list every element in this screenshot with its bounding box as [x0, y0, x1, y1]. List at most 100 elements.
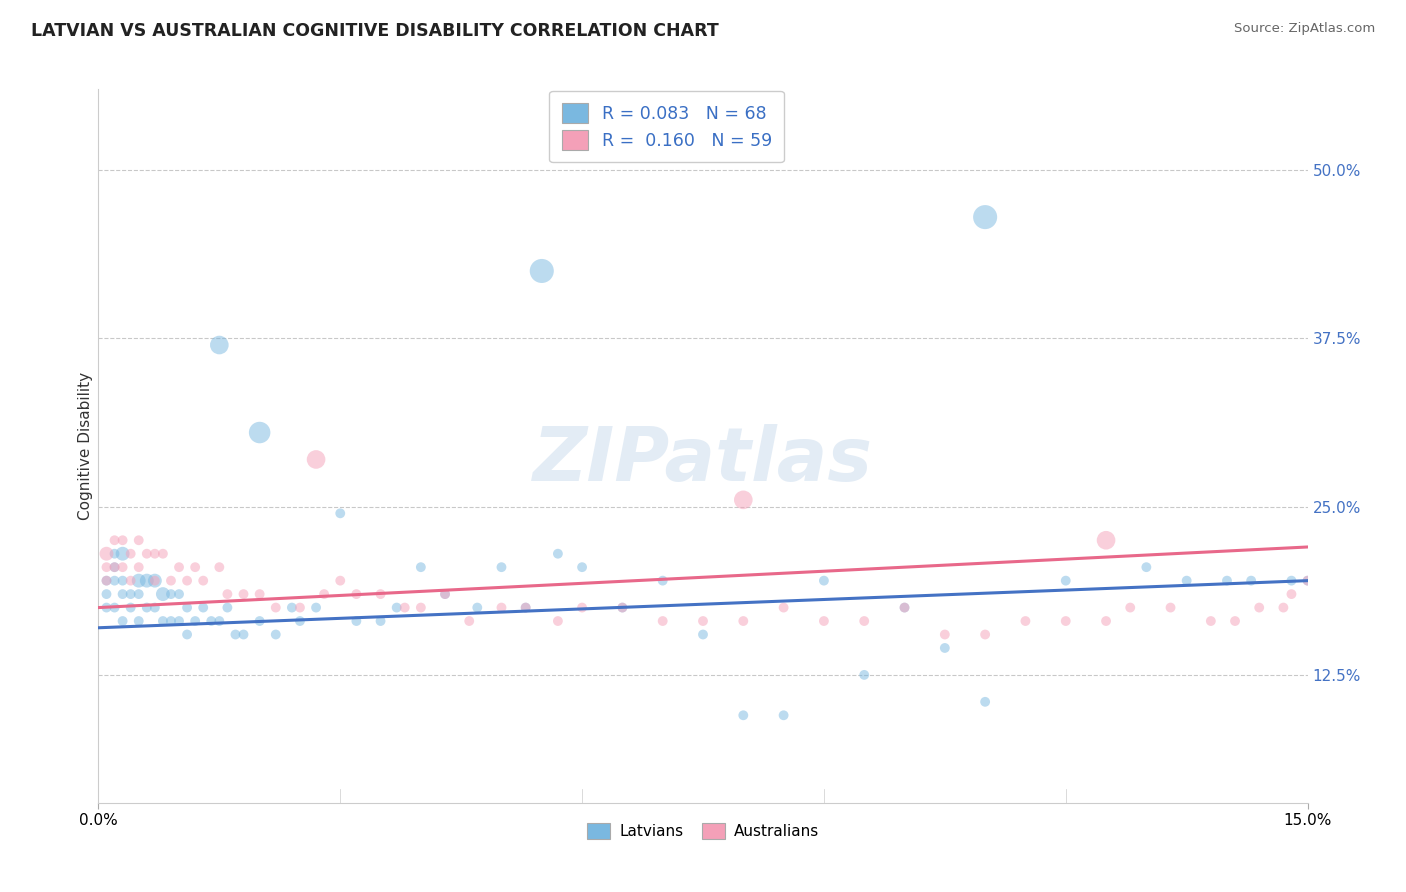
Point	[249, 587, 271, 601]
Point	[167, 560, 190, 574]
Point	[111, 587, 134, 601]
Point	[160, 587, 183, 601]
Point	[434, 587, 457, 601]
Point	[893, 600, 915, 615]
Text: Source: ZipAtlas.com: Source: ZipAtlas.com	[1234, 22, 1375, 36]
Point	[547, 614, 569, 628]
Point	[329, 574, 352, 588]
Point	[692, 627, 714, 641]
Point	[329, 506, 352, 520]
Point	[491, 560, 513, 574]
Point	[217, 587, 239, 601]
Point	[1281, 587, 1303, 601]
Point	[143, 547, 166, 561]
Point	[143, 574, 166, 588]
Point	[1095, 533, 1118, 548]
Point	[176, 600, 198, 615]
Point	[103, 560, 125, 574]
Point	[394, 600, 416, 615]
Point	[491, 600, 513, 615]
Text: LATVIAN VS AUSTRALIAN COGNITIVE DISABILITY CORRELATION CHART: LATVIAN VS AUSTRALIAN COGNITIVE DISABILI…	[31, 22, 718, 40]
Point	[288, 600, 311, 615]
Point	[813, 614, 835, 628]
Point	[193, 574, 215, 588]
Point	[547, 547, 569, 561]
Point	[974, 627, 997, 641]
Point	[111, 533, 134, 548]
Point	[651, 614, 673, 628]
Point	[200, 614, 222, 628]
Point	[232, 587, 254, 601]
Point	[1296, 574, 1319, 588]
Point	[143, 574, 166, 588]
Y-axis label: Cognitive Disability: Cognitive Disability	[77, 372, 93, 520]
Point	[1119, 600, 1142, 615]
Point	[651, 574, 673, 588]
Point	[249, 614, 271, 628]
Legend: Latvians, Australians: Latvians, Australians	[581, 817, 825, 845]
Point	[1095, 614, 1118, 628]
Point	[96, 560, 118, 574]
Point	[733, 708, 755, 723]
Point	[1199, 614, 1222, 628]
Point	[409, 600, 432, 615]
Point	[264, 600, 287, 615]
Point	[128, 587, 150, 601]
Point	[128, 614, 150, 628]
Point	[1175, 574, 1198, 588]
Point	[1014, 614, 1036, 628]
Point	[305, 452, 328, 467]
Point	[135, 600, 157, 615]
Point	[208, 560, 231, 574]
Point	[465, 600, 488, 615]
Point	[224, 627, 246, 641]
Point	[934, 640, 956, 655]
Point	[772, 708, 794, 723]
Point	[96, 600, 118, 615]
Point	[853, 614, 876, 628]
Point	[193, 600, 215, 615]
Point	[111, 547, 134, 561]
Point	[152, 614, 174, 628]
Point	[515, 600, 537, 615]
Point	[264, 627, 287, 641]
Point	[1272, 600, 1295, 615]
Point	[96, 574, 118, 588]
Point	[120, 547, 142, 561]
Point	[772, 600, 794, 615]
Point	[103, 547, 125, 561]
Point	[853, 668, 876, 682]
Point	[176, 574, 198, 588]
Point	[232, 627, 254, 641]
Point	[135, 547, 157, 561]
Point	[974, 210, 997, 224]
Point	[135, 574, 157, 588]
Point	[344, 614, 367, 628]
Point	[813, 574, 835, 588]
Point	[344, 587, 367, 601]
Point	[152, 547, 174, 561]
Point	[103, 600, 125, 615]
Point	[1281, 574, 1303, 588]
Point	[288, 614, 311, 628]
Point	[217, 600, 239, 615]
Point	[128, 533, 150, 548]
Point	[184, 614, 207, 628]
Point	[370, 614, 392, 628]
Point	[571, 600, 593, 615]
Point	[281, 600, 304, 615]
Point	[167, 614, 190, 628]
Point	[208, 614, 231, 628]
Text: ZIPatlas: ZIPatlas	[533, 424, 873, 497]
Point	[1240, 574, 1263, 588]
Point	[1054, 574, 1077, 588]
Point	[128, 574, 150, 588]
Point	[314, 587, 336, 601]
Point	[409, 560, 432, 574]
Point	[167, 587, 190, 601]
Point	[974, 695, 997, 709]
Point	[96, 574, 118, 588]
Point	[184, 560, 207, 574]
Point	[571, 560, 593, 574]
Point	[143, 600, 166, 615]
